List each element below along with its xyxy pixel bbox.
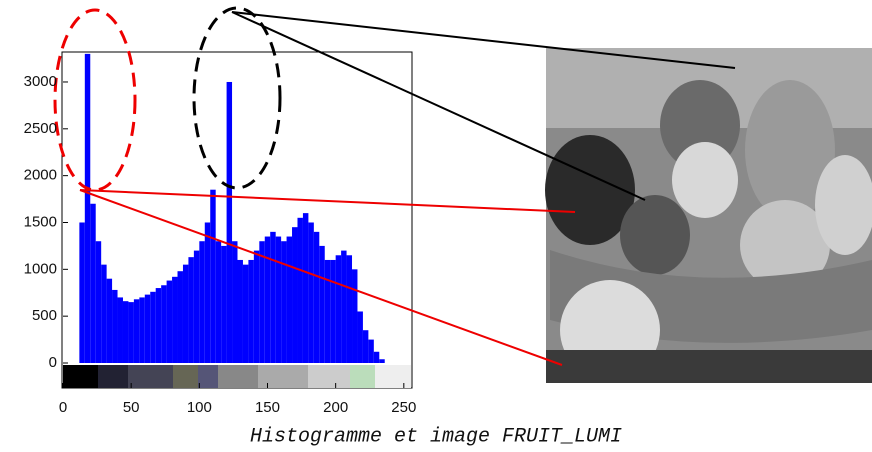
bar [352,269,358,363]
bar [302,213,309,363]
bar [297,217,303,363]
bar [308,222,314,363]
bar [341,250,347,363]
colorbar [63,365,411,388]
bar [324,259,331,363]
bar [161,285,167,363]
annotations [53,6,736,366]
bar [79,222,85,363]
bar [330,259,336,363]
bar [128,302,134,363]
bar [379,359,385,363]
bar [166,280,173,363]
bar [150,291,156,363]
x-tick-label: 250 [391,399,416,416]
bar [215,241,222,363]
histogram-plot [79,53,385,364]
bar [226,81,233,364]
bar [237,259,243,363]
bar [188,257,194,363]
bar [270,231,276,363]
x-tick-label: 150 [255,399,280,416]
bar [275,236,282,363]
bar [281,241,287,363]
y-tick-label: 0 [49,354,57,371]
bar [133,299,140,363]
bar [357,311,363,363]
bar [373,351,380,363]
bar [319,245,325,363]
bar [221,245,227,363]
bar [182,264,189,363]
bar [144,294,151,363]
y-tick-label: 2500 [24,120,57,137]
bar [242,264,249,363]
x-tick-label: 200 [323,399,348,416]
bar [155,288,162,363]
bar [253,250,260,363]
bar [264,236,271,363]
bar [90,203,96,363]
y-tick-label: 2000 [24,167,57,184]
x-tick-label: 50 [123,399,140,416]
bar [199,241,205,363]
bar [106,278,113,363]
y-tick-label: 3000 [24,73,57,90]
y-tick-label: 1500 [24,213,57,230]
bar [232,241,238,363]
x-tick-label: 0 [59,399,67,416]
bar [139,297,145,363]
bar [210,189,216,363]
bar [204,222,211,363]
bar [335,255,342,363]
bar [84,53,91,363]
bar [117,297,123,363]
bar [248,259,254,363]
y-tick-label: 1000 [24,260,57,277]
fruit-image [545,48,872,383]
bar [172,276,178,363]
bar [177,271,183,363]
bar [368,339,374,363]
bar [346,255,353,363]
bar [112,289,118,363]
caption: Histogramme et image FRUIT_LUMI [250,425,622,447]
bar [101,264,107,363]
bar [313,231,320,363]
x-tick-label: 100 [187,399,212,416]
bar [193,250,200,363]
bar [95,241,102,363]
bar [286,236,293,363]
bar [122,301,129,363]
y-tick-label: 500 [32,307,57,324]
bar [292,227,298,363]
bar [362,330,369,363]
bar [259,241,265,363]
